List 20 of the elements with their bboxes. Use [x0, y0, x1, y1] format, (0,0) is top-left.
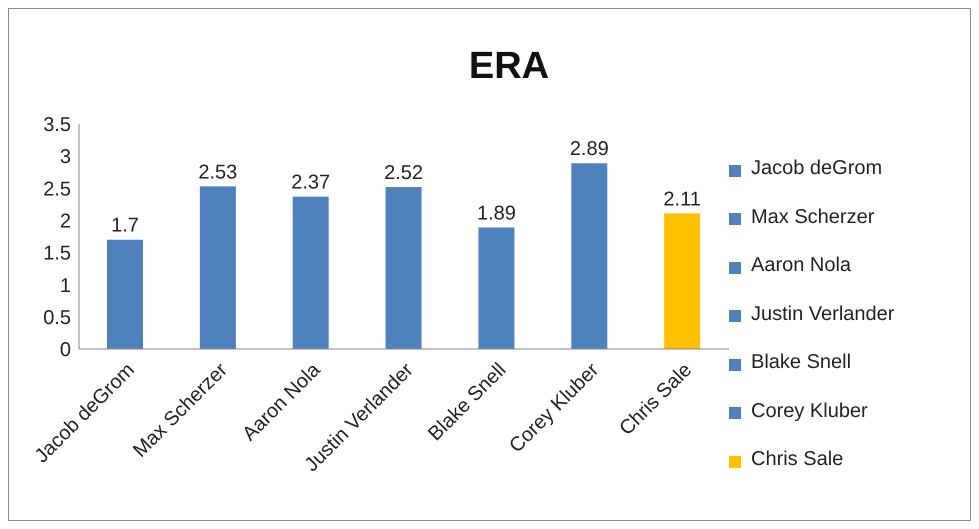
- y-tick-label: 1: [60, 274, 71, 297]
- y-tick-label: 2.5: [43, 178, 71, 200]
- y-tick-label: 0: [60, 339, 71, 362]
- y-tick-label: 1.5: [43, 242, 71, 265]
- legend-label: Jacob deGrom: [751, 156, 882, 182]
- data-label: 2.52: [384, 162, 424, 184]
- data-label: 2.11: [663, 188, 701, 210]
- data-label: 1.7: [111, 214, 139, 237]
- data-label: 2.89: [570, 138, 609, 160]
- y-tick-label: 3.5: [43, 114, 71, 136]
- y-tick-label: 2: [60, 210, 71, 233]
- legend-label: Aaron Nola: [751, 253, 852, 278]
- legend-label: Justin Verlander: [751, 302, 894, 327]
- data-label: 1.89: [476, 202, 516, 224]
- legend-label: Max Scherzer: [751, 204, 874, 230]
- data-label: 2.37: [291, 172, 330, 194]
- data-label: 2.53: [198, 161, 238, 184]
- chart-title: ERA: [468, 45, 550, 88]
- y-tick-label: 3: [60, 146, 71, 168]
- y-tick-label: 0.5: [43, 306, 71, 329]
